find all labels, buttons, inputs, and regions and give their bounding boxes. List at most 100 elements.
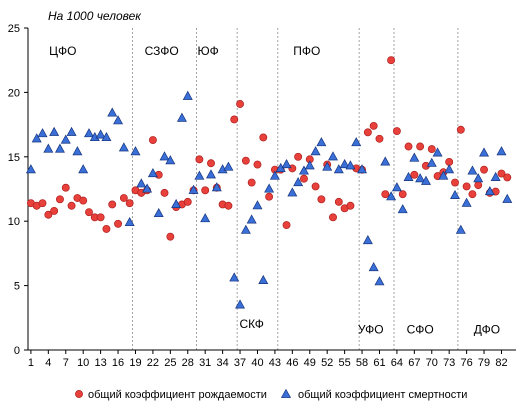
death-rate-point (78, 164, 89, 174)
death-rate-point (426, 157, 437, 167)
death-rate-point (496, 146, 507, 156)
death-rate-point (450, 189, 460, 199)
birth-rate-point (363, 128, 372, 137)
y-tick-label: 5 (14, 281, 20, 293)
death-rate-point (269, 170, 280, 180)
birth-rate-point (102, 224, 111, 233)
x-tick-label: 4 (45, 357, 51, 369)
birth-rate-point (38, 199, 47, 208)
birth-rate-point (114, 219, 122, 228)
death-rate-point (287, 187, 298, 197)
x-tick-label: 22 (147, 357, 159, 369)
death-rate-point (25, 164, 36, 174)
x-tick-label: 40 (251, 357, 263, 369)
birth-rate-point (381, 190, 390, 199)
death-rate-point (113, 115, 124, 125)
y-axis: 0 5 10 15 20 25 (8, 23, 29, 357)
birth-rate-point (497, 169, 506, 178)
death-rate-point (84, 128, 94, 138)
y-tick-label: 0 (14, 345, 20, 357)
x-tick-label: 76 (460, 357, 472, 369)
legend-label-birth: общий коэффициент рождаемости (88, 389, 267, 401)
birth-rate-point (317, 195, 326, 204)
birth-rate-point (311, 182, 320, 191)
death-rate-point (165, 155, 176, 165)
death-rate-point (107, 107, 118, 117)
x-tick-label: 70 (426, 357, 438, 369)
x-tick-label: 28 (182, 357, 194, 369)
death-rate-point (380, 156, 391, 166)
birth-rate-point (410, 170, 419, 179)
death-rate-point (37, 128, 48, 138)
legend-circle-marker (75, 390, 83, 398)
death-rate-point (200, 213, 211, 223)
death-rate-point (194, 170, 205, 180)
series-death-rate (25, 90, 513, 309)
death-rate-point (142, 183, 153, 193)
x-tick-label: 10 (77, 357, 89, 369)
birth-rate-point (201, 186, 210, 195)
death-rate-point (264, 183, 275, 193)
birth-rate-point (79, 196, 88, 205)
x-tick-label: 25 (164, 357, 176, 369)
birth-rate-point (61, 183, 70, 192)
x-tick-label: 46 (286, 357, 298, 369)
district-label: ДФО (474, 322, 500, 336)
death-rate-point (357, 164, 368, 174)
birth-rate-point (247, 178, 256, 187)
x-tick-label: 31 (199, 357, 211, 369)
birth-rate-point (56, 195, 64, 204)
birth-rate-point (416, 142, 425, 151)
birth-rate-point (166, 232, 175, 241)
birth-rate-point (387, 56, 396, 65)
legend-item-death: общий коэффициент смертности (280, 388, 467, 401)
death-rate-point (252, 200, 263, 210)
district-label: ПФО (293, 44, 320, 58)
district-label: СЗФО (145, 44, 179, 58)
x-tick-label: 58 (356, 357, 368, 369)
death-rate-point (258, 274, 269, 284)
birth-rate-point (148, 136, 157, 145)
birth-rate-point (50, 206, 59, 215)
district-label: СФО (407, 322, 434, 336)
death-rate-point (60, 134, 71, 144)
death-rate-point (502, 193, 513, 203)
birth-rate-point (329, 213, 337, 222)
birth-rate-point (230, 115, 239, 124)
x-tick-label: 82 (495, 357, 507, 369)
death-rate-point (333, 164, 344, 174)
death-rate-point (206, 169, 216, 179)
death-rate-point (182, 90, 193, 100)
legend-label-death: общий коэффициент смертности (298, 389, 467, 401)
x-tick-label: 64 (391, 357, 403, 369)
death-rate-point (304, 160, 315, 170)
death-rate-point (246, 214, 257, 224)
birth-rate-point (108, 200, 117, 209)
x-tick-label: 43 (269, 357, 281, 369)
birth-rate-point (427, 145, 436, 154)
death-rate-point (409, 152, 420, 162)
death-rate-point (351, 137, 362, 147)
y-tick-label: 20 (8, 87, 20, 99)
legend-triangle-marker (280, 388, 292, 398)
death-rate-point (229, 272, 240, 282)
death-rate-point (298, 165, 309, 175)
death-rate-point (49, 126, 60, 136)
birth-rate-point (224, 201, 233, 210)
x-tick-label: 1 (28, 357, 34, 369)
death-rate-point (281, 159, 292, 169)
death-rate-point (66, 126, 77, 136)
birth-rate-point (392, 127, 401, 135)
death-rate-point (147, 168, 158, 178)
death-rate-point (484, 186, 495, 196)
birth-rate-point (462, 182, 471, 191)
district-label: УФО (358, 322, 384, 336)
death-rate-point (130, 146, 141, 156)
death-rate-point (31, 133, 42, 143)
birth-rate-point (125, 199, 134, 208)
death-rate-point (386, 191, 397, 201)
birth-rate-point (375, 134, 384, 143)
birth-rate-point (236, 100, 244, 108)
